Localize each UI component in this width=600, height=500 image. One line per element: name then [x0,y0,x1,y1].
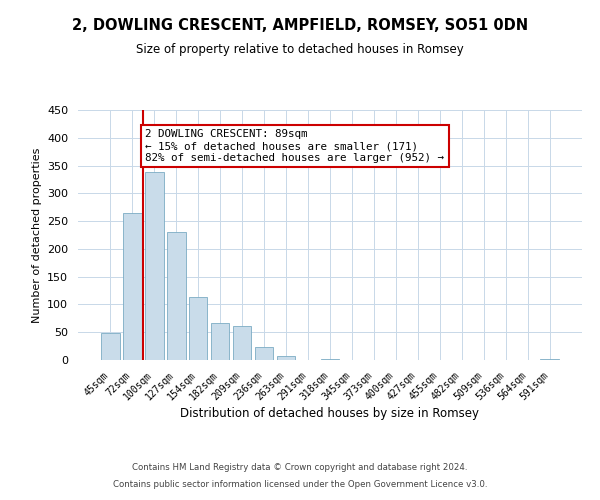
Text: Size of property relative to detached houses in Romsey: Size of property relative to detached ho… [136,42,464,56]
Y-axis label: Number of detached properties: Number of detached properties [32,148,41,322]
Bar [189,296,208,360]
Text: Contains public sector information licensed under the Open Government Licence v3: Contains public sector information licen… [113,480,487,489]
Bar [255,346,274,360]
Text: 2 DOWLING CRESCENT: 89sqm
← 15% of detached houses are smaller (171)
82% of semi: 2 DOWLING CRESCENT: 89sqm ← 15% of detac… [145,130,445,162]
Bar [145,172,164,360]
Bar [541,359,559,360]
Bar [123,213,142,360]
X-axis label: Distribution of detached houses by size in Romsey: Distribution of detached houses by size … [181,408,479,420]
Text: 2, DOWLING CRESCENT, AMPFIELD, ROMSEY, SO51 0DN: 2, DOWLING CRESCENT, AMPFIELD, ROMSEY, S… [72,18,528,32]
Text: Contains HM Land Registry data © Crown copyright and database right 2024.: Contains HM Land Registry data © Crown c… [132,464,468,472]
Bar [320,359,340,360]
Bar [233,326,251,360]
Bar [167,232,185,360]
Bar [101,333,119,360]
Bar [211,323,229,360]
Bar [277,356,295,360]
